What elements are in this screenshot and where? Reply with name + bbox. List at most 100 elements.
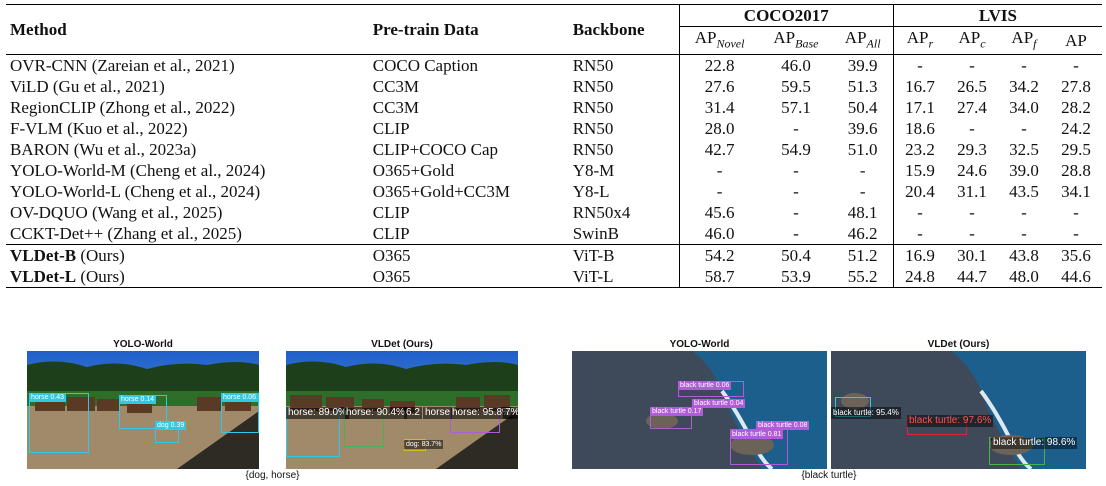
cell-apf: 43.5 <box>1009 182 1039 202</box>
detection-label: horse 0.43 <box>29 393 67 402</box>
figure-vldet-turtle: VLDet (Ours) black turtle: 95.4% black t… <box>831 338 1086 469</box>
cell-ap: 44.6 <box>1061 267 1091 287</box>
cell-method: VLDet-B (Ours) <box>6 245 369 267</box>
figure-yolo-dog-horse: YOLO-World horse 0.43 horse 0.14 horse 0… <box>27 338 259 469</box>
cell-ap: 34.1 <box>1061 182 1091 202</box>
detection-label: horse <box>423 407 453 419</box>
header-pretrain: Pre-train Data <box>372 20 479 40</box>
cell-data: O365 <box>372 267 411 287</box>
cell-novel: 54.2 <box>678 244 760 267</box>
cell-method: BARON (Wu et al., 2023a) <box>10 140 197 160</box>
cell-ap: - <box>1073 203 1079 223</box>
cell-apr: 16.9 <box>892 244 947 267</box>
cell-backbone: SwinB <box>572 224 619 244</box>
cell-backbone: RN50 <box>572 140 614 160</box>
figure-vldet-dog-horse: VLDet (Ours) horse: 89.0% horse: 90.4% 6… <box>286 338 518 469</box>
cell-ap: 24.2 <box>1061 119 1091 139</box>
results-table: Method Pre-train Data Backbone COCO2017 … <box>6 4 1102 288</box>
cell-backbone: Y8-L <box>572 182 610 202</box>
cell-all: 39.6 <box>847 119 878 139</box>
cell-data: CC3M <box>372 77 420 97</box>
cell-novel: - <box>678 160 760 182</box>
cell-backbone: RN50 <box>572 98 614 118</box>
cell-method: RegionCLIP (Zhong et al., 2022) <box>10 98 236 118</box>
cell-ap: 29.5 <box>1061 140 1091 160</box>
header-ap-all: APAll <box>844 28 881 51</box>
header-ap-f: APf <box>1011 28 1037 51</box>
detection-label: 7% <box>503 407 518 419</box>
cell-apr: - <box>892 54 947 77</box>
cell-novel: 46.0 <box>678 223 760 245</box>
detection-label: black turtle 0.17 <box>650 407 704 416</box>
caption-dog-horse: {dog, horse} <box>245 470 300 481</box>
cell-apc: - <box>969 56 975 76</box>
detection-label: black turtle 0.04 <box>692 399 746 408</box>
cell-apf: 39.0 <box>1009 161 1039 181</box>
cell-novel: - <box>678 181 760 203</box>
detection-label: black turtle: 98.6% <box>991 437 1078 449</box>
cell-all: 51.2 <box>847 246 878 266</box>
cell-apr: 24.8 <box>892 266 947 288</box>
detection-label: dog: 83.7% <box>404 440 444 449</box>
detection-label: horse: 90.4% <box>344 407 407 419</box>
cell-base: - <box>793 119 799 139</box>
detection-label: 6.2 <box>404 407 422 419</box>
cell-data: CLIP <box>372 203 410 223</box>
cell-apc: 24.6 <box>957 161 987 181</box>
cell-apf: - <box>1021 119 1027 139</box>
figure-yolo-turtle: YOLO-World black turtle 0.06 black turtl… <box>572 338 827 469</box>
table-row: YOLO-World-M (Cheng et al., 2024) O365+Go… <box>6 160 1102 182</box>
cell-base: 50.4 <box>781 246 811 266</box>
cell-apr: 16.7 <box>892 76 947 98</box>
cell-ap: 27.8 <box>1061 77 1091 97</box>
cell-all: 51.0 <box>847 140 878 160</box>
cell-ap: - <box>1073 56 1079 76</box>
cell-all: 48.1 <box>847 203 878 223</box>
cell-novel: 45.6 <box>678 202 760 224</box>
panel-title: VLDet (Ours) <box>371 339 433 350</box>
cell-apc: 31.1 <box>957 182 987 202</box>
cell-novel: 22.8 <box>678 54 760 77</box>
cell-apc: 30.1 <box>957 246 987 266</box>
header-ap-novel: APNovel <box>678 26 760 55</box>
cell-base: - <box>793 182 799 202</box>
cell-base: - <box>793 161 799 181</box>
method-suffix: (Ours) <box>76 267 125 287</box>
cell-apf: 32.5 <box>1009 140 1039 160</box>
header-ap-r: APr <box>892 26 947 55</box>
cell-apf: - <box>1021 56 1027 76</box>
cell-backbone: RN50x4 <box>572 203 631 223</box>
cell-method: ViLD (Gu et al., 2021) <box>10 77 165 97</box>
table-row: OV-DQUO (Wang et al., 2025) CLIP RN50x4 45.… <box>6 202 1102 224</box>
detection-label: dog 0.39 <box>155 421 187 430</box>
cell-base: - <box>793 203 799 223</box>
cell-data: O365+Gold <box>372 161 455 181</box>
caption-black-turtle: {black turtle} <box>801 470 857 481</box>
cell-all: - <box>859 161 866 181</box>
cell-base: 59.5 <box>781 77 811 97</box>
photo-horses-yolo: horse 0.43 horse 0.14 horse 0.06 dog 0.3… <box>27 351 259 469</box>
cell-ap: 28.8 <box>1061 161 1091 181</box>
detection-label: black turtle 0.81 <box>730 430 784 439</box>
cell-apr: 15.9 <box>892 160 947 182</box>
cell-novel: 31.4 <box>678 97 760 119</box>
table-row: CCKT-Det++ (Zhang et al., 2025) CLIP SwinB… <box>6 223 1102 245</box>
cell-ap: 35.6 <box>1061 246 1091 266</box>
table-row: OVR-CNN (Zareian et al., 2021) COCO Capti… <box>6 54 1102 77</box>
detection-label: horse: 95.8% <box>450 407 513 419</box>
method-name: VLDet-B <box>10 246 77 266</box>
photo-turtles-yolo: black turtle 0.06 black turtle 0.04 blac… <box>572 351 827 469</box>
cell-all: 55.2 <box>847 267 878 287</box>
cell-backbone: RN50 <box>572 119 614 139</box>
table-row: YOLO-World-L (Cheng et al., 2024) O365+Go… <box>6 181 1102 203</box>
cell-method: CCKT-Det++ (Zhang et al., 2025) <box>10 224 242 244</box>
cell-apc: 27.4 <box>957 98 987 118</box>
cell-apc: - <box>969 119 975 139</box>
cell-apf: 48.0 <box>1009 267 1039 287</box>
cell-apr: 17.1 <box>892 97 947 119</box>
photo-turtles-vldet: black turtle: 95.4% black turtle: 97.6% … <box>831 351 1086 469</box>
cell-apf: 43.8 <box>1009 246 1039 266</box>
cell-apr: - <box>892 202 947 224</box>
table-row: F-VLM (Kuo et al., 2022) CLIP RN50 28.0 - 39.… <box>6 118 1102 140</box>
cell-apc: - <box>969 224 975 244</box>
